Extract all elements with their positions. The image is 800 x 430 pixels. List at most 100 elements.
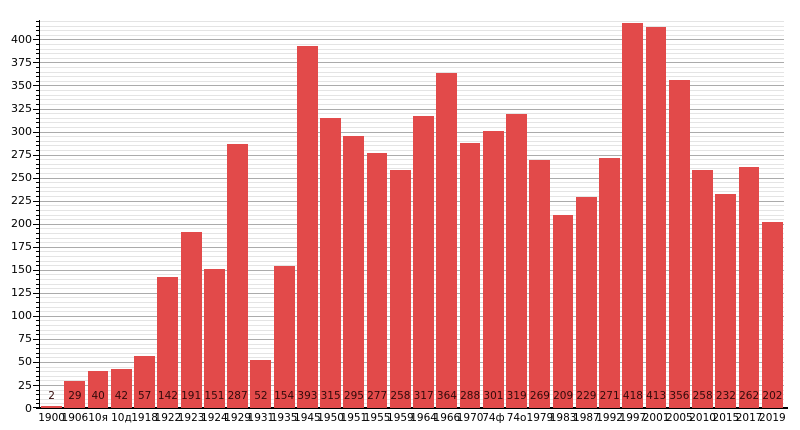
x-tick-label: 1959 bbox=[387, 412, 414, 424]
gridline-minor bbox=[40, 329, 784, 331]
x-tick-label: 1929 bbox=[224, 412, 251, 424]
gridline-minor bbox=[40, 71, 784, 73]
gridline-major bbox=[40, 385, 784, 386]
y-axis-tick bbox=[36, 140, 40, 142]
y-tick-label: 125 bbox=[11, 286, 32, 300]
bar-value-label: 29 bbox=[68, 390, 82, 402]
gridline-minor bbox=[40, 260, 784, 262]
y-tick-label: 225 bbox=[11, 194, 32, 208]
bar-value-label: 315 bbox=[320, 390, 341, 402]
bar-value-label: 356 bbox=[669, 390, 690, 402]
bar-value-label: 229 bbox=[576, 390, 597, 402]
bar-value-label: 364 bbox=[436, 390, 457, 402]
y-axis-tick bbox=[36, 113, 40, 115]
gridline-minor bbox=[40, 279, 784, 280]
bar bbox=[692, 170, 713, 408]
gridline-minor bbox=[40, 398, 784, 400]
x-tick-label: 1924 bbox=[201, 412, 228, 424]
x-tick-label: 1955 bbox=[363, 412, 391, 424]
gridline-major bbox=[40, 361, 784, 363]
gridline-minor bbox=[40, 334, 784, 336]
y-axis-tick bbox=[33, 407, 40, 408]
bar bbox=[227, 143, 249, 408]
x-tick-label: 1935 bbox=[270, 412, 298, 424]
y-axis-tick bbox=[36, 279, 40, 280]
gridline-minor bbox=[40, 149, 784, 151]
x-tick-label: 1945 bbox=[294, 412, 321, 424]
gridline-minor bbox=[40, 191, 784, 193]
x-tick-label: 2017 bbox=[735, 412, 763, 424]
y-axis-tick bbox=[33, 269, 40, 271]
gridline-minor bbox=[40, 325, 784, 327]
x-tick-label: 1931 bbox=[247, 412, 275, 424]
gridline-minor bbox=[40, 348, 784, 350]
bar-value-label: 142 bbox=[157, 390, 178, 402]
y-axis-tick bbox=[36, 260, 40, 262]
y-axis-tick bbox=[36, 126, 40, 128]
y-axis-tick bbox=[36, 288, 40, 290]
y-axis-tick bbox=[36, 159, 40, 161]
y-axis-tick bbox=[36, 329, 40, 331]
bar bbox=[436, 72, 458, 408]
y-tick-label: 100 bbox=[11, 309, 32, 323]
bar-value-label: 295 bbox=[343, 390, 364, 402]
y-axis-tick bbox=[36, 366, 40, 368]
y-axis-tick bbox=[33, 131, 40, 133]
gridline-minor bbox=[40, 94, 784, 96]
bar bbox=[87, 371, 109, 408]
y-axis-tick bbox=[36, 117, 40, 119]
y-axis-tick bbox=[33, 85, 40, 87]
bar-value-label: 277 bbox=[367, 390, 388, 402]
y-axis-tick bbox=[36, 76, 40, 78]
bar-value-label: 317 bbox=[413, 390, 434, 402]
bar-value-label: 271 bbox=[599, 390, 620, 402]
y-axis-tick bbox=[36, 357, 40, 359]
bar bbox=[738, 166, 760, 408]
y-axis-tick bbox=[36, 251, 40, 253]
gridline-minor bbox=[40, 306, 784, 308]
bar-value-label: 52 bbox=[254, 390, 268, 402]
bar bbox=[668, 79, 690, 408]
bar bbox=[203, 268, 225, 408]
y-tick-label: 50 bbox=[18, 355, 32, 369]
bar-value-label: 301 bbox=[483, 390, 504, 402]
gridline-minor bbox=[40, 288, 784, 290]
gridline-minor bbox=[40, 375, 784, 377]
gridline-minor bbox=[40, 186, 784, 188]
y-axis-tick bbox=[36, 57, 40, 59]
gridline-major bbox=[40, 338, 784, 340]
y-axis-tick bbox=[33, 62, 40, 64]
y-axis-tick bbox=[36, 30, 40, 32]
bar bbox=[622, 22, 644, 408]
y-axis-tick bbox=[33, 246, 40, 248]
y-axis-tick bbox=[33, 154, 40, 156]
y-axis-tick bbox=[36, 219, 40, 221]
y-axis-tick bbox=[36, 20, 40, 22]
gridline-major bbox=[40, 108, 784, 110]
y-axis-line bbox=[39, 20, 41, 408]
y-axis-tick bbox=[33, 39, 40, 41]
y-axis-tick bbox=[36, 67, 40, 68]
bar-value-label: 40 bbox=[91, 390, 105, 402]
y-axis-tick bbox=[36, 352, 40, 354]
x-tick-label: 1966 bbox=[433, 412, 461, 424]
y-axis-tick bbox=[36, 94, 40, 96]
y-axis-tick bbox=[36, 34, 40, 36]
gridline-minor bbox=[40, 380, 784, 382]
gridline-minor bbox=[40, 67, 784, 68]
bar bbox=[157, 277, 179, 408]
gridline-minor bbox=[40, 232, 784, 234]
bar bbox=[273, 266, 295, 408]
gridline-minor bbox=[40, 209, 784, 211]
bar bbox=[413, 115, 434, 408]
y-axis-tick bbox=[36, 71, 40, 73]
gridline-minor bbox=[40, 242, 784, 244]
x-tick-label: 1923 bbox=[177, 412, 205, 424]
y-axis-tick bbox=[36, 25, 40, 27]
bar-value-label: 154 bbox=[274, 390, 295, 402]
gridline-major bbox=[40, 223, 784, 225]
y-axis-tick bbox=[36, 403, 40, 405]
bar bbox=[64, 381, 86, 408]
gridline-minor bbox=[40, 20, 784, 22]
gridline-minor bbox=[40, 320, 784, 322]
